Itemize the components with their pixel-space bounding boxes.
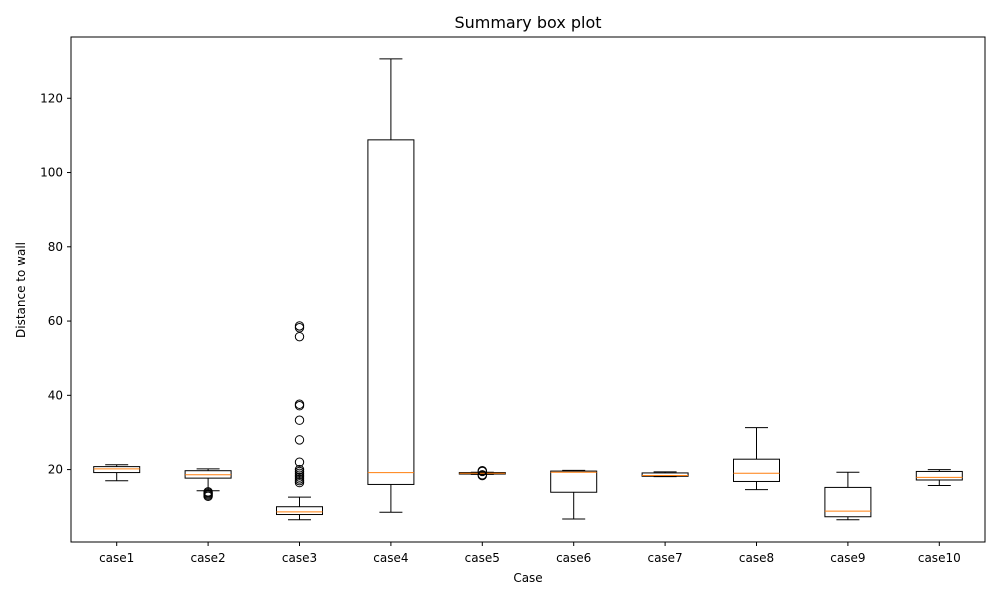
plot-area: 20 40 60 80 100 120 case1 case2 case3 case4 case5 c…: [40, 36, 986, 565]
x-tick-label: case3: [282, 551, 317, 565]
y-tick-label: 120: [40, 91, 63, 105]
flier-point: [294, 399, 305, 409]
flier-point: [294, 457, 305, 467]
flier-point: [203, 487, 213, 497]
box-case7: [641, 472, 689, 477]
flier-point: [294, 331, 305, 342]
box-case6: [550, 470, 598, 493]
box-case8: [733, 458, 780, 482]
x-tick-label: case8: [739, 551, 774, 565]
y-tick-label: 40: [48, 388, 63, 402]
flier-point: [294, 323, 305, 333]
flier-point: [294, 435, 305, 445]
y-tick-label: 60: [48, 314, 63, 328]
x-tick-label: case2: [190, 551, 225, 565]
flier-point: [294, 464, 305, 475]
box-case10: [915, 470, 963, 481]
x-tick-label: case6: [556, 551, 591, 565]
chart-title: Summary box plot: [454, 13, 601, 32]
y-tick-label: 80: [48, 240, 63, 254]
x-tick-label: case5: [465, 551, 500, 565]
box-case4: [367, 139, 415, 485]
x-tick-label: case1: [99, 551, 134, 565]
y-tick-label: 20: [48, 463, 63, 477]
flier-point: [294, 321, 305, 331]
x-tick-label: case10: [918, 551, 961, 565]
flier-point: [477, 466, 487, 476]
x-tick-label: case4: [373, 551, 408, 565]
flier-point: [477, 470, 487, 480]
flier-point: [294, 415, 305, 425]
x-tick-label: case7: [647, 551, 682, 565]
x-axis-label: Case: [513, 571, 542, 585]
x-tick-label: case9: [830, 551, 865, 565]
plot-frame: [70, 36, 986, 543]
y-tick-label: 100: [40, 166, 63, 180]
y-axis-label: Distance to wall: [14, 242, 28, 338]
box-case9: [824, 486, 872, 518]
box-case1: [93, 466, 141, 474]
box-case3: [276, 506, 323, 516]
